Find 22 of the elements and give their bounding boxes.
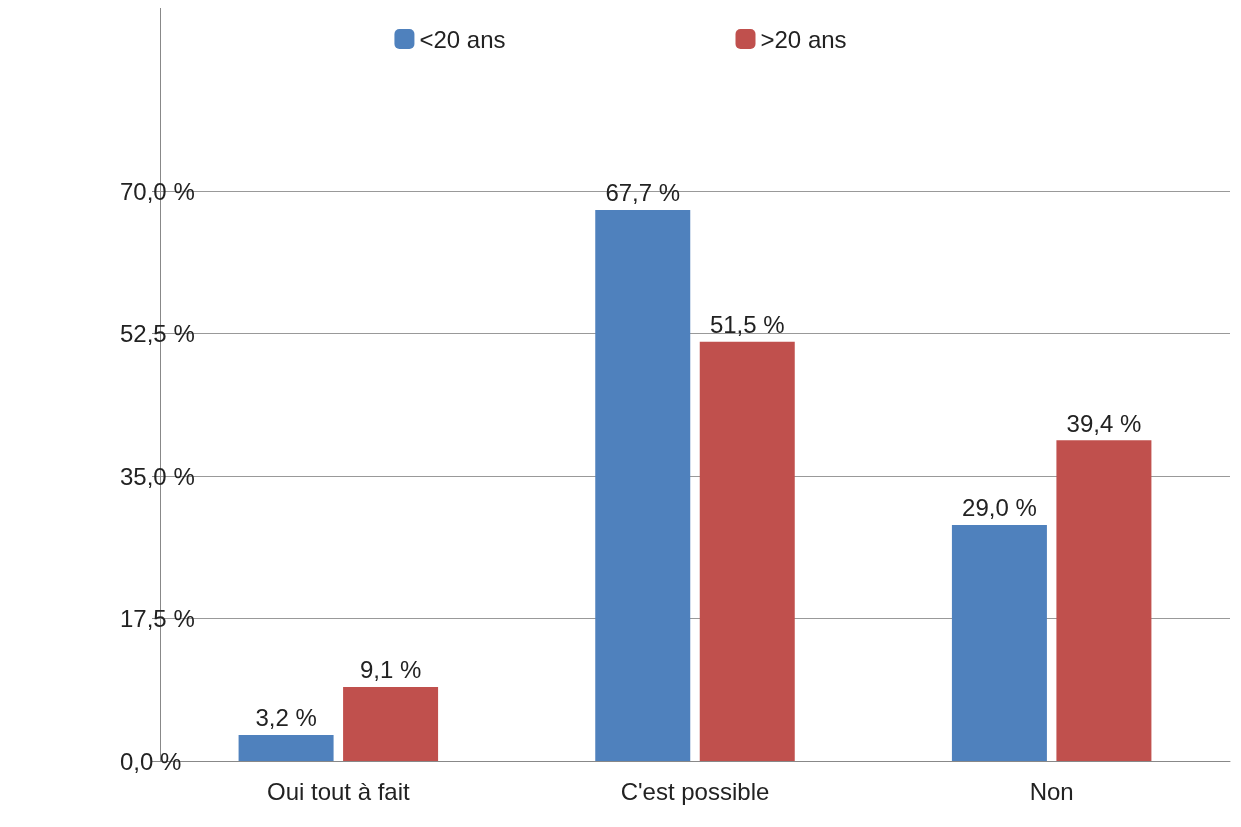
data-label: 9,1 % (359, 656, 422, 684)
y-tick-label: 17,5 % (120, 605, 195, 633)
legend-label: <20 ans (419, 25, 506, 53)
bar (951, 524, 1047, 761)
x-tick-label: Oui tout à fait (266, 777, 411, 805)
bar (343, 686, 439, 761)
data-label: 51,5 % (709, 311, 785, 339)
legend-label: >20 ans (760, 25, 847, 53)
y-tick-label: 70,0 % (120, 177, 195, 205)
bar (699, 341, 795, 761)
y-tick-label: 0,0 % (120, 747, 182, 775)
data-label: 39,4 % (1066, 409, 1142, 437)
bar (238, 734, 334, 761)
bar (595, 209, 691, 761)
y-tick-label: 52,5 % (120, 320, 195, 348)
data-label: 29,0 % (962, 494, 1037, 522)
x-tick-label: Non (1029, 777, 1074, 805)
bar (1056, 440, 1152, 761)
data-label: 67,7 % (605, 179, 681, 207)
x-tick-label: C'est possible (620, 777, 770, 805)
data-label: 3,2 % (255, 704, 317, 732)
y-tick-label: 35,0 % (120, 462, 195, 490)
